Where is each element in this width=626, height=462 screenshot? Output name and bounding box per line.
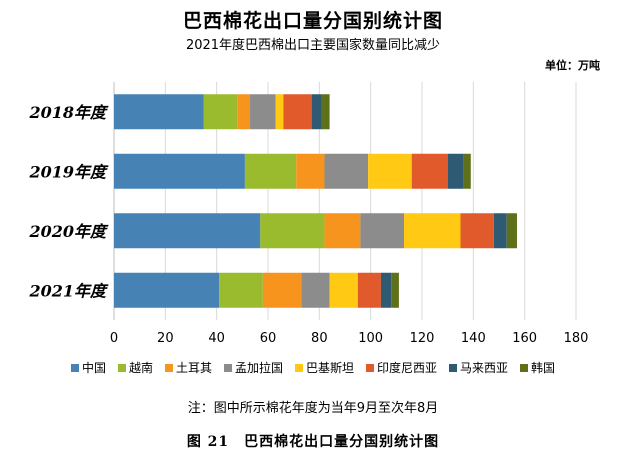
bar-segment [506,213,517,249]
legend-swatch [449,363,458,372]
bar-segment [296,153,325,189]
bar-segment [324,213,361,249]
legend-item: 巴基斯坦 [295,359,354,376]
bar-segment [360,213,405,249]
bar-segment [311,94,322,130]
legend-swatch [366,363,375,372]
legend-label: 马来西亚 [460,361,509,375]
legend-label: 土耳其 [175,361,212,375]
figure-caption: 图 21 巴西棉花出口量分国别统计图 [186,434,440,450]
x-tick-label: 120 [410,331,435,346]
bar-segment [114,213,261,249]
legend-label: 印度尼西亚 [377,361,438,375]
chart-legend: 中国 越南 土耳其 孟加拉国 巴基斯坦 印度尼西亚 马来西亚 韩国 [0,359,626,376]
bar-segment [219,272,263,308]
x-tick-label: 20 [157,331,174,346]
legend-item: 韩国 [520,359,555,376]
x-tick-label: 40 [208,331,225,346]
chart-subtitle: 2021年度巴西棉出口主要国家数量同比减少 [185,38,441,53]
legend-label: 韩国 [531,361,556,375]
bar-segment [447,153,464,189]
unit-label: 单位：万吨 [545,59,600,72]
bar-segment [114,272,220,308]
legend-swatch [520,363,529,372]
bar-segment [114,94,204,130]
bar-segment [237,94,251,130]
bar-segment [301,272,330,308]
legend-swatch [223,363,232,372]
bar-segment [329,272,358,308]
bar-segment [404,213,461,249]
category-label: 2019年度 [28,162,109,181]
x-tick-label: 160 [512,331,537,346]
category-label: 2018年度 [28,103,109,122]
legend-label: 巴基斯坦 [306,361,355,375]
legend-swatch [117,363,126,372]
legend-swatch [164,363,173,372]
x-tick-label: 180 [564,331,589,346]
x-tick-label: 0 [110,331,118,346]
bar-segment [463,153,471,189]
chart-title: 巴西棉花出口量分国别统计图 [182,10,443,32]
x-tick-label: 60 [260,331,277,346]
bar-segment [380,272,392,308]
bar-segment [460,213,494,249]
legend-item: 土耳其 [164,359,212,376]
category-label: 2020年度 [28,222,109,241]
bar-segment [321,94,330,130]
category-label: 2021年度 [28,281,109,300]
legend-label: 中国 [81,361,106,375]
bar-segment [357,272,381,308]
legend-item: 中国 [70,359,106,376]
bar-segment [493,213,507,249]
bar-segment [262,272,302,308]
legend-swatch [70,363,79,372]
legend-swatch [295,363,303,372]
x-tick-label: 140 [461,331,486,346]
legend-label: 越南 [128,361,153,375]
bar-segment [324,153,369,189]
legend-item: 马来西亚 [449,359,508,376]
bar-segment [411,153,448,189]
bar-segment [391,272,399,308]
legend-item: 孟加拉国 [223,359,283,376]
x-tick-label: 100 [358,331,383,346]
x-tick-label: 80 [311,331,328,346]
bar-segment [244,153,297,189]
legend-label: 孟加拉国 [234,361,283,375]
bar-segment [114,153,245,189]
bar-segment [260,213,325,249]
bar-segment [275,94,284,130]
footnote: 注：图中所示棉花年度为当年9月至次年8月 [187,401,439,416]
bar-segment [203,94,238,130]
bar-segment [250,94,276,130]
bar-segment [368,153,412,189]
legend-item: 越南 [117,359,153,376]
legend-item: 印度尼西亚 [366,359,437,376]
bar-segment [283,94,312,130]
